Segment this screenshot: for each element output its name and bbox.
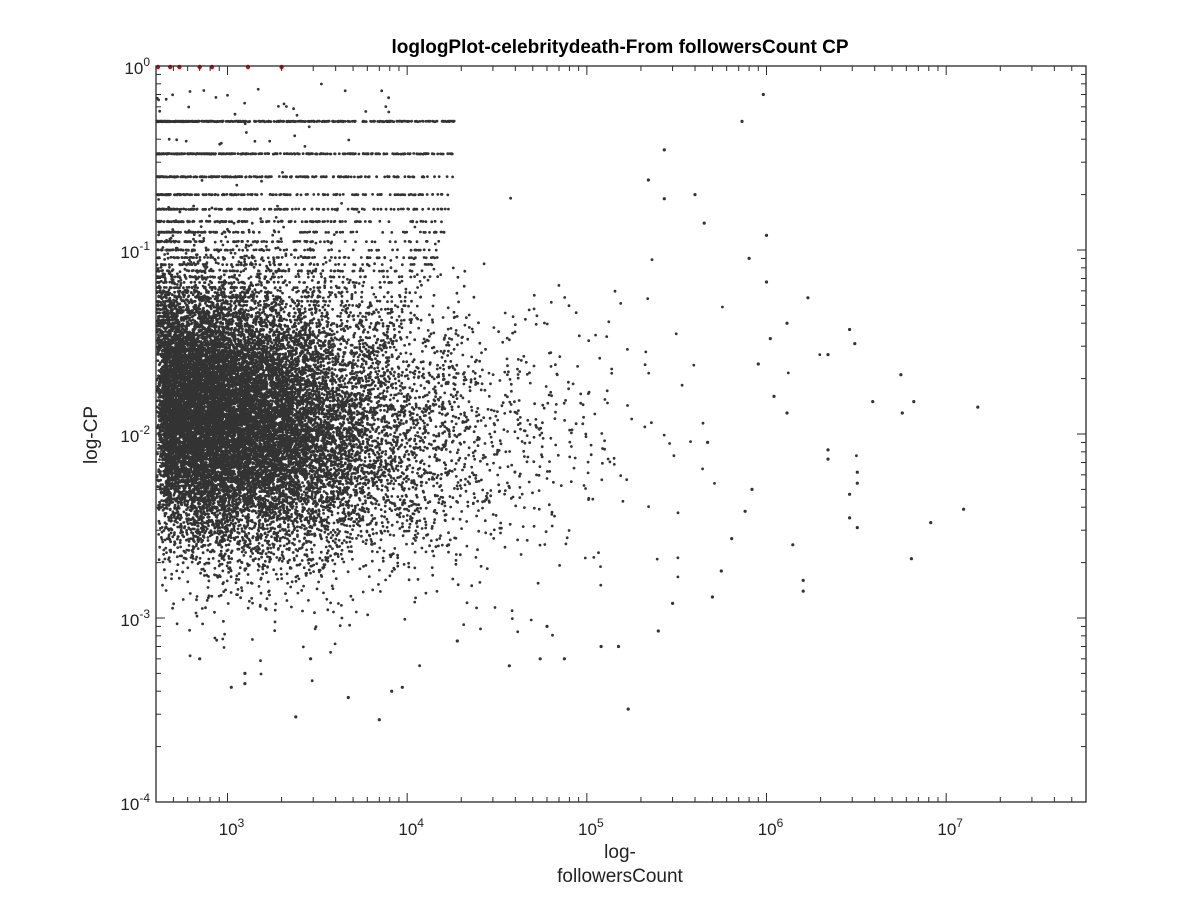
data-point xyxy=(662,148,666,152)
data-point xyxy=(545,624,549,629)
data-point xyxy=(900,411,904,415)
x-tick-label: 104 xyxy=(398,816,424,839)
data-point xyxy=(791,543,795,547)
data-point xyxy=(538,657,542,661)
data-point xyxy=(656,629,660,633)
data-point xyxy=(826,353,830,357)
data-point xyxy=(599,644,603,649)
data-point xyxy=(871,400,875,404)
data-point xyxy=(671,601,675,606)
data-point xyxy=(855,470,859,474)
data-point xyxy=(826,457,830,461)
y-tick-label: 10-4 xyxy=(120,791,150,814)
x-tick-label: 106 xyxy=(758,816,784,839)
axes-box xyxy=(155,65,1087,803)
data-point xyxy=(706,440,710,444)
data-point xyxy=(848,492,852,496)
y-tick-label: 10-2 xyxy=(120,423,150,446)
data-point xyxy=(743,509,747,513)
data-point xyxy=(294,715,298,719)
data-point xyxy=(710,595,715,599)
data-point xyxy=(756,362,760,366)
data-point xyxy=(855,481,859,485)
data-point xyxy=(909,557,914,561)
y-tick-label: 100 xyxy=(124,55,150,78)
data-point xyxy=(626,707,630,711)
data-point xyxy=(447,543,451,547)
data-point xyxy=(768,337,772,341)
x-tick-labels: 103 104 105 106 107 xyxy=(219,816,964,839)
point-cloud-marks xyxy=(155,82,858,683)
data-point xyxy=(229,685,233,689)
data-point xyxy=(309,657,313,661)
point-cloud xyxy=(155,82,858,683)
data-points xyxy=(198,92,980,722)
data-point xyxy=(899,373,903,377)
data-point xyxy=(740,119,744,123)
data-point xyxy=(243,682,247,686)
data-point xyxy=(693,193,697,197)
x-tick-label: 105 xyxy=(578,816,604,839)
data-point xyxy=(507,664,511,668)
y-tick-labels: 10-4 10-3 10-2 10-1 100 xyxy=(120,55,150,814)
data-point xyxy=(346,695,350,700)
data-point xyxy=(702,221,706,225)
y-tick-label: 10-3 xyxy=(120,607,150,630)
data-point xyxy=(785,411,789,415)
data-point xyxy=(761,92,765,97)
data-point xyxy=(912,400,916,404)
data-point xyxy=(848,327,852,332)
data-point xyxy=(848,516,852,520)
x-tick-label: 107 xyxy=(937,816,963,839)
y-tick-label: 10-1 xyxy=(120,239,150,262)
data-point xyxy=(390,689,394,693)
data-point xyxy=(198,657,202,661)
data-point xyxy=(719,569,723,573)
data-point xyxy=(962,507,966,511)
data-point xyxy=(826,448,830,452)
data-point xyxy=(400,685,404,689)
data-point xyxy=(764,280,769,284)
x-axis-label-line1: log- xyxy=(604,842,636,863)
data-point xyxy=(243,671,247,676)
data-point xyxy=(801,589,805,593)
data-point xyxy=(853,342,857,346)
data-point xyxy=(455,639,459,643)
chart-title: loglogPlot-celebritydeath-From followers… xyxy=(391,37,848,58)
data-point xyxy=(646,178,651,182)
x-axis-label-line2: followersCount xyxy=(557,866,683,887)
data-point xyxy=(616,644,621,649)
data-point xyxy=(750,487,754,491)
data-point xyxy=(855,526,859,530)
data-point xyxy=(806,296,810,300)
data-point xyxy=(764,233,769,237)
y-axis-label: log-CP xyxy=(81,406,102,464)
data-point xyxy=(747,256,751,260)
data-point xyxy=(801,578,805,583)
data-point xyxy=(562,657,567,661)
data-point xyxy=(772,394,776,398)
x-tick-label: 103 xyxy=(219,816,245,839)
data-point xyxy=(976,405,980,409)
data-point xyxy=(662,197,666,201)
data-point xyxy=(785,321,789,325)
data-point xyxy=(377,718,381,722)
data-point xyxy=(730,537,734,541)
data-point xyxy=(929,521,933,525)
